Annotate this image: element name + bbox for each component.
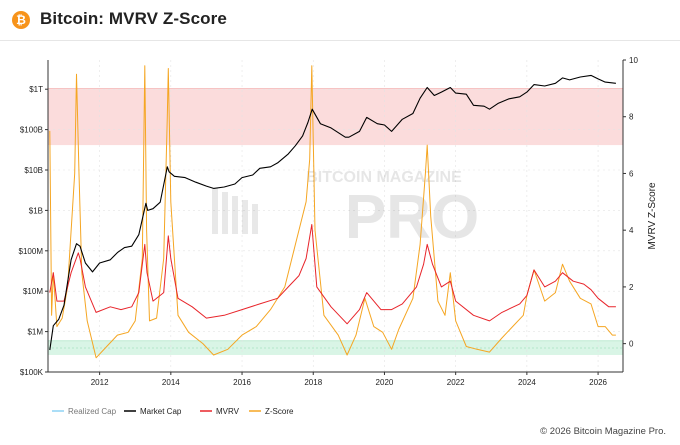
legend-label: Realized Cap (68, 407, 117, 416)
legend-label: Market Cap (140, 407, 182, 416)
watermark-line2: PRO (345, 183, 479, 252)
legend-label: MVRV (216, 407, 240, 416)
left-tick-label: $1B (29, 206, 43, 215)
watermark-logo-icon (212, 188, 258, 234)
x-axis: 2012 2014 2016 2018 2020 2022 2024 2026 (91, 372, 608, 387)
left-tick-label: $100M (19, 247, 44, 256)
page-header: ₿ Bitcoin: MVRV Z-Score (0, 0, 680, 41)
legend-item-mvrv[interactable]: MVRV (200, 407, 240, 416)
right-tick-label: 2 (629, 283, 634, 292)
right-tick-label: 0 (629, 340, 634, 349)
bitcoin-icon: ₿ (12, 11, 30, 29)
band-overvalued (48, 88, 623, 146)
x-tick-label: 2020 (376, 378, 394, 387)
left-tick-label: $100K (20, 368, 44, 377)
legend: Realized Cap Market Cap MVRV Z-Score (52, 407, 294, 416)
left-tick-label: $10B (24, 166, 43, 175)
left-tick-label: $100B (20, 126, 43, 135)
right-axis-label: MVRV Z-Score (647, 182, 658, 249)
legend-item-z-score[interactable]: Z-Score (249, 407, 294, 416)
chart-bands (48, 88, 623, 355)
x-tick-label: 2026 (589, 378, 607, 387)
watermark-line1: BITCOIN MAGAZINE (306, 169, 462, 186)
watermark: BITCOIN MAGAZINE PRO (212, 169, 479, 252)
series-z-score (49, 65, 616, 359)
legend-item-market-cap[interactable]: Market Cap (124, 407, 182, 416)
right-tick-label: 6 (629, 169, 634, 178)
left-tick-label: $1M (27, 328, 43, 337)
x-tick-label: 2022 (447, 378, 465, 387)
right-tick-label: 4 (629, 226, 634, 235)
band-undervalued (48, 340, 623, 355)
x-tick-label: 2012 (91, 378, 109, 387)
left-tick-label: $10M (23, 287, 43, 296)
x-tick-label: 2014 (162, 378, 180, 387)
series-market-cap (49, 74, 616, 351)
right-axis: 0 2 4 6 8 10 (623, 56, 638, 349)
right-tick-label: 8 (629, 113, 634, 122)
x-tick-label: 2024 (518, 378, 536, 387)
x-tick-label: 2018 (304, 378, 322, 387)
right-tick-label: 10 (629, 56, 638, 65)
series-mvrv (49, 224, 616, 325)
legend-item-realized-cap[interactable]: Realized Cap (52, 407, 117, 416)
copyright-footer: © 2026 Bitcoin Magazine Pro. (540, 426, 666, 437)
page-title: Bitcoin: MVRV Z-Score (40, 9, 227, 28)
left-axis: $100K $1M $10M $100M $1B $10B $100B $1T (19, 85, 48, 377)
left-tick-label: $1T (29, 85, 43, 94)
x-tick-label: 2016 (233, 378, 251, 387)
plot-lines (49, 65, 616, 359)
legend-label: Z-Score (265, 407, 294, 416)
